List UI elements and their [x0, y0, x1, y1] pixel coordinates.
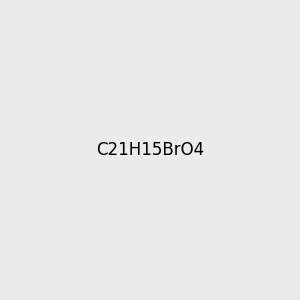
Text: C21H15BrO4: C21H15BrO4	[96, 141, 204, 159]
